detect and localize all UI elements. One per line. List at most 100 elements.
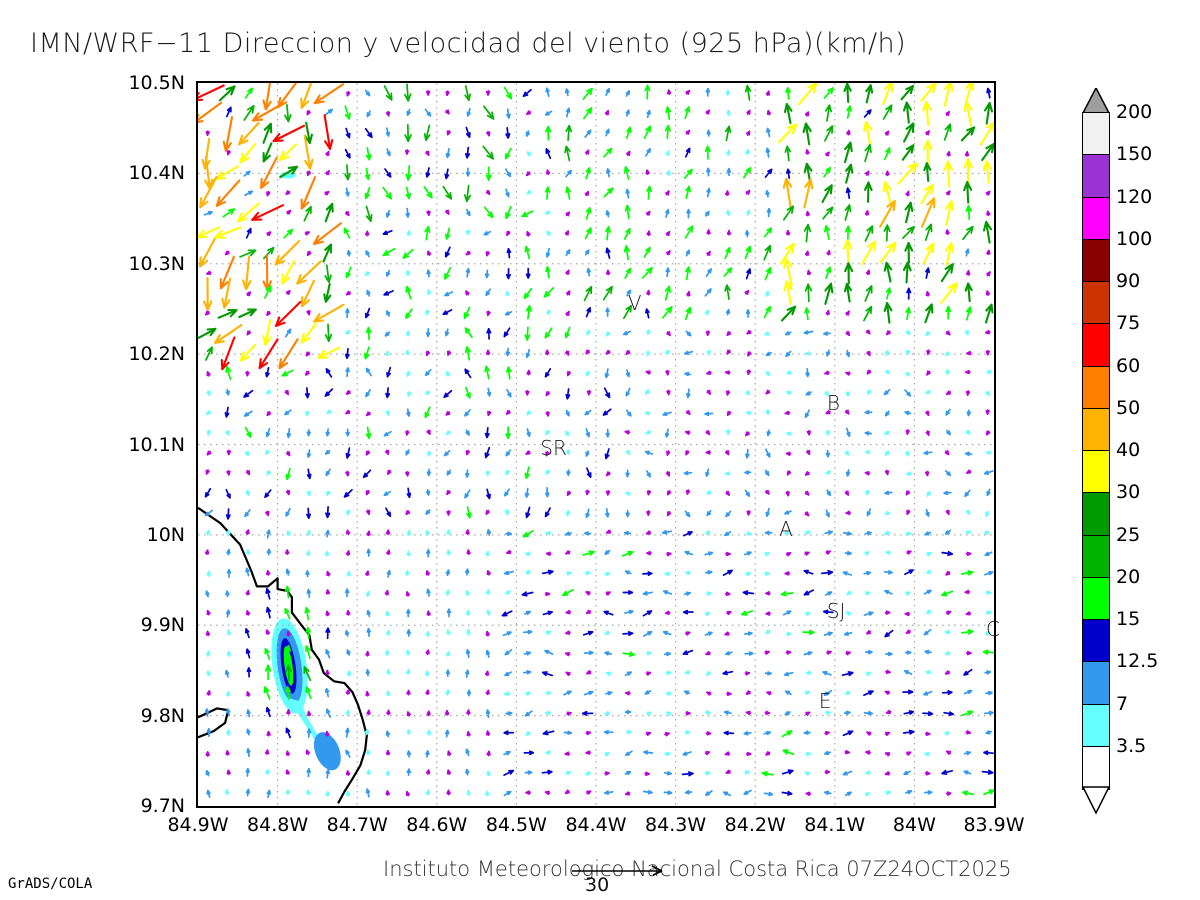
wind-arrow xyxy=(984,670,992,675)
wind-arrow xyxy=(545,630,552,635)
wind-arrow xyxy=(723,710,732,715)
wind-arrow xyxy=(238,308,257,319)
wind-arrow xyxy=(960,629,974,635)
wind-arrow xyxy=(502,631,512,637)
wind-arrow xyxy=(304,387,310,399)
wind-arrow xyxy=(365,367,372,377)
wind-arrow xyxy=(266,389,272,395)
wind-arrow xyxy=(325,468,331,477)
wind-arrow xyxy=(624,530,632,536)
wind-arrow xyxy=(523,287,533,300)
wind-arrow xyxy=(724,471,731,476)
y-axis-tick-label: 10.2N xyxy=(128,343,185,366)
wind-arrow xyxy=(300,176,317,210)
wind-arrow xyxy=(704,750,711,756)
wind-arrow xyxy=(646,711,652,716)
wind-arrow xyxy=(803,330,814,335)
wind-arrow xyxy=(225,609,231,618)
wind-arrow xyxy=(263,686,271,700)
wind-arrow xyxy=(405,269,411,277)
wind-arrow xyxy=(226,629,232,636)
wind-arrow xyxy=(525,691,531,696)
wind-arrow xyxy=(303,134,314,170)
wind-arrow xyxy=(706,490,712,495)
colorbar[interactable]: 200 150 120 100 90 75 60 50 40 30 25 20 15 12.5 7 3.5 xyxy=(1082,101,1158,790)
wind-arrow xyxy=(222,208,236,218)
wind-arrow xyxy=(364,230,370,237)
wind-arrow xyxy=(205,469,210,475)
wind-arrow xyxy=(804,250,810,257)
wind-arrow xyxy=(524,245,531,260)
wind-arrow xyxy=(545,411,550,417)
wind-arrow xyxy=(284,103,292,123)
wind-arrow xyxy=(214,324,243,344)
wind-arrow xyxy=(724,450,730,456)
wind-arrow xyxy=(226,650,232,658)
wind-arrow xyxy=(683,591,691,596)
wind-arrow xyxy=(464,327,473,339)
wind-arrow xyxy=(501,610,513,617)
wind-arrow xyxy=(545,125,552,141)
wind-arrow xyxy=(664,751,671,757)
wind-arrow xyxy=(224,669,230,678)
wind-arrow xyxy=(424,226,431,241)
wind-arrow xyxy=(823,631,833,636)
wind-arrow xyxy=(986,369,992,374)
wind-arrow xyxy=(784,571,791,576)
wind-arrow xyxy=(464,489,471,499)
wind-arrow xyxy=(504,311,513,316)
wind-arrow xyxy=(385,629,391,637)
wind-arrow xyxy=(666,331,671,337)
wind-arrow xyxy=(806,429,812,436)
wind-arrow xyxy=(766,429,771,437)
wind-arrow xyxy=(426,468,432,477)
wind-arrow xyxy=(682,649,694,656)
wind-arrow xyxy=(605,210,610,218)
wind-arrow xyxy=(765,389,771,395)
wind-arrow xyxy=(425,631,431,637)
wind-arrow xyxy=(824,282,834,305)
wind-arrow xyxy=(905,629,911,634)
wind-arrow xyxy=(503,86,513,100)
wind-arrow xyxy=(705,591,712,596)
wind-arrow xyxy=(214,226,242,239)
wind-arrow xyxy=(244,426,252,438)
wind-arrow xyxy=(286,428,292,439)
wind-arrow xyxy=(965,429,971,435)
wind-arrow xyxy=(564,651,571,657)
wind-arrow xyxy=(625,387,631,397)
wind-arrow xyxy=(920,83,937,102)
wind-arrow xyxy=(866,369,872,375)
wind-arrow xyxy=(545,469,551,475)
wind-arrow xyxy=(765,351,772,357)
wind-arrow xyxy=(446,469,452,476)
wind-map-plot[interactable] xyxy=(196,81,996,808)
wind-arrow xyxy=(524,487,530,498)
wind-arrow xyxy=(743,789,752,795)
wind-arrow xyxy=(545,148,552,160)
wind-arrow xyxy=(726,610,732,616)
wind-arrow xyxy=(884,651,893,657)
wind-arrow xyxy=(541,569,554,575)
wind-arrow xyxy=(946,151,951,157)
wind-arrow xyxy=(865,84,874,104)
wind-arrow xyxy=(544,487,550,498)
wind-arrow xyxy=(826,349,831,357)
wind-arrow xyxy=(386,569,391,578)
wind-arrow xyxy=(706,250,711,256)
wind-arrow xyxy=(545,391,551,397)
wind-arrow xyxy=(325,428,330,437)
wind-arrow xyxy=(274,240,301,266)
wind-arrow xyxy=(485,689,490,696)
wind-arrow xyxy=(684,225,694,239)
wind-arrow xyxy=(505,531,512,537)
wind-arrow xyxy=(505,469,510,476)
footer-caption: Instituto Meteorologico Nacional Costa R… xyxy=(383,857,1012,881)
x-axis-tick-label: 84.5W xyxy=(485,814,547,836)
wind-arrow xyxy=(198,237,216,268)
wind-arrow xyxy=(303,666,312,682)
wind-arrow xyxy=(965,204,972,221)
wind-arrow xyxy=(864,170,870,176)
wind-arrow xyxy=(565,770,572,776)
wind-arrow xyxy=(305,626,311,640)
